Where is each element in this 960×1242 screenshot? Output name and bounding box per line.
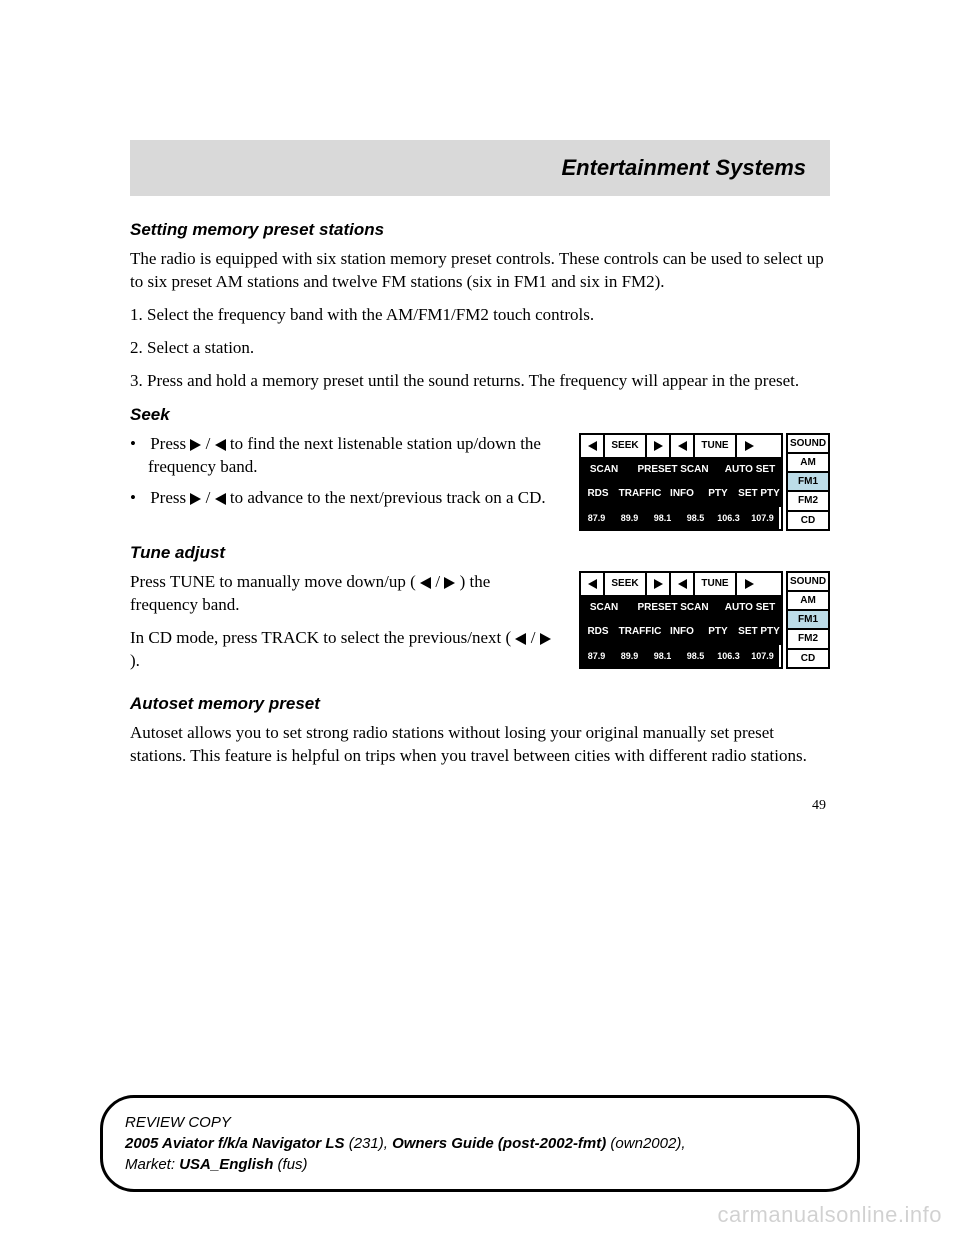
page-number: 49 <box>130 798 830 814</box>
scan-button: SCAN <box>581 597 629 619</box>
preset-scan-button: PRESET SCAN <box>629 597 719 619</box>
tune-prev-icon <box>671 435 695 457</box>
radio-side-column: SOUNDAMFM1FM2CD <box>786 433 830 531</box>
seek-next-icon <box>647 435 671 457</box>
tune-next-icon <box>737 435 761 457</box>
band-fm2: FM2 <box>788 492 828 511</box>
play-left-icon <box>215 439 226 451</box>
preset-freq: 89.9 <box>614 507 647 529</box>
traffic-button: TRAFFIC <box>617 483 665 505</box>
autoset-p1: Autoset allows you to set strong radio s… <box>130 722 830 768</box>
preset-freq: 98.1 <box>647 645 680 667</box>
heading-memory-preset: Setting memory preset stations <box>130 220 830 240</box>
radio-main-grid: SEEK TUNE SCANPRESET SCANAUTO SET RDSTRAFFI… <box>579 433 783 531</box>
seek-bullets: Press / to find the next listenable stat… <box>130 433 559 510</box>
play-right-icon <box>190 439 201 451</box>
preset-freq: 107.9 <box>746 507 779 529</box>
info-button: INFO <box>665 621 701 643</box>
seek-label: SEEK <box>605 573 647 595</box>
band-sound: SOUND <box>788 435 828 454</box>
band-fm2: FM2 <box>788 630 828 649</box>
tune-p1: Press TUNE to manually move down/up ( / … <box>130 571 559 617</box>
auto-set-button: AUTO SET <box>719 459 781 481</box>
memory-step2: 2. Select a station. <box>130 337 830 360</box>
band-cd: CD <box>788 650 828 667</box>
tune-next-icon <box>737 573 761 595</box>
tune-label: TUNE <box>695 435 737 457</box>
preset-freq: 89.9 <box>614 645 647 667</box>
watermark: carmanualsonline.info <box>717 1202 942 1228</box>
preset-freq: 98.1 <box>647 507 680 529</box>
preset-freq: 106.3 <box>713 507 746 529</box>
play-left-icon <box>515 633 526 645</box>
seek-label: SEEK <box>605 435 647 457</box>
preset-freq: 87.9 <box>581 507 614 529</box>
radio-side-column: SOUNDAMFM1FM2CD <box>786 571 830 669</box>
preset-scan-button: PRESET SCAN <box>629 459 719 481</box>
set-pty-button: SET PTY <box>737 483 781 505</box>
band-am: AM <box>788 454 828 473</box>
auto-set-button: AUTO SET <box>719 597 781 619</box>
pty-button: PTY <box>701 483 737 505</box>
heading-seek: Seek <box>130 405 830 425</box>
pty-button: PTY <box>701 621 737 643</box>
rds-button: RDS <box>581 483 617 505</box>
play-left-icon <box>420 577 431 589</box>
heading-tune: Tune adjust <box>130 543 830 563</box>
footer-line3: Market: USA_English (fus) <box>125 1154 835 1175</box>
radio-panel-figure-2: SEEK TUNE SCANPRESET SCANAUTO SET RDSTRAFFI… <box>579 571 830 669</box>
seek-prev-icon <box>581 573 605 595</box>
rds-button: RDS <box>581 621 617 643</box>
seek-bullet-1: Press / to find the next listenable stat… <box>130 433 559 479</box>
radio-panel-figure-1: SEEK TUNE SCANPRESET SCANAUTO SET RDSTRAFFI… <box>579 433 830 531</box>
play-right-icon <box>190 493 201 505</box>
memory-p1: The radio is equipped with six station m… <box>130 248 830 294</box>
preset-freq: 98.5 <box>680 507 713 529</box>
tune-row: Press TUNE to manually move down/up ( / … <box>130 571 830 683</box>
page-content: Entertainment Systems Setting memory pre… <box>0 0 960 814</box>
footer-box: REVIEW COPY 2005 Aviator f/k/a Navigator… <box>100 1095 860 1192</box>
preset-freq: 106.3 <box>713 645 746 667</box>
radio-main-grid: SEEK TUNE SCANPRESET SCANAUTO SET RDSTRAFFI… <box>579 571 783 669</box>
tune-p2: In CD mode, press TRACK to select the pr… <box>130 627 559 673</box>
scan-button: SCAN <box>581 459 629 481</box>
header-title: Entertainment Systems <box>561 155 806 181</box>
band-fm1: FM1 <box>788 611 828 630</box>
band-cd: CD <box>788 512 828 529</box>
play-right-icon <box>444 577 455 589</box>
header-bar: Entertainment Systems <box>130 140 830 196</box>
play-right-icon <box>540 633 551 645</box>
tune-label: TUNE <box>695 573 737 595</box>
traffic-button: TRAFFIC <box>617 621 665 643</box>
preset-freq: 107.9 <box>746 645 779 667</box>
band-am: AM <box>788 592 828 611</box>
seek-next-icon <box>647 573 671 595</box>
tune-prev-icon <box>671 573 695 595</box>
preset-freq: 87.9 <box>581 645 614 667</box>
play-left-icon <box>215 493 226 505</box>
info-button: INFO <box>665 483 701 505</box>
memory-step3: 3. Press and hold a memory preset until … <box>130 370 830 393</box>
band-fm1: FM1 <box>788 473 828 492</box>
seek-row: Press / to find the next listenable stat… <box>130 433 830 531</box>
seek-prev-icon <box>581 435 605 457</box>
heading-autoset: Autoset memory preset <box>130 694 830 714</box>
preset-freq: 98.5 <box>680 645 713 667</box>
footer-line1: REVIEW COPY <box>125 1112 835 1133</box>
set-pty-button: SET PTY <box>737 621 781 643</box>
memory-step1: 1. Select the frequency band with the AM… <box>130 304 830 327</box>
band-sound: SOUND <box>788 573 828 592</box>
seek-bullet-2: Press / to advance to the next/previous … <box>130 487 559 510</box>
footer-line2: 2005 Aviator f/k/a Navigator LS (231), O… <box>125 1133 835 1154</box>
